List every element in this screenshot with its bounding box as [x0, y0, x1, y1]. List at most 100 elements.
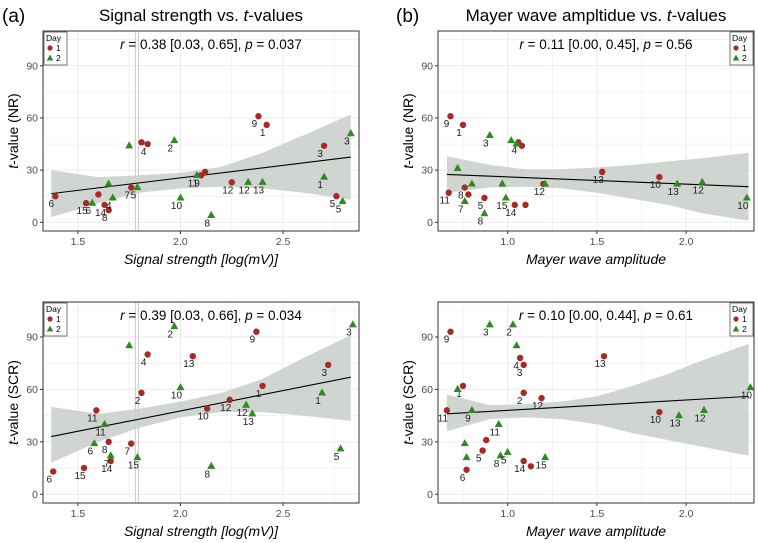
- point-label: 1: [315, 396, 321, 407]
- point-label: 8: [204, 469, 210, 480]
- y-tick-label: 90: [26, 60, 38, 72]
- point-day1: [333, 193, 340, 200]
- point-label: 4: [141, 147, 147, 158]
- point-day1: [128, 184, 135, 191]
- x-axis-title: Signal strength [log(mV)]: [124, 251, 279, 267]
- point-day1: [599, 168, 606, 176]
- point-day1: [144, 351, 151, 358]
- point-day2: [453, 384, 462, 392]
- point-label: 11: [440, 196, 451, 207]
- point-day1: [95, 191, 102, 198]
- point-day2: [320, 172, 329, 180]
- confidence-band: [51, 114, 351, 218]
- point-label: 10: [171, 201, 183, 212]
- point-day2: [318, 388, 327, 396]
- point-label: 5: [476, 454, 482, 465]
- y-tick-label: 0: [427, 489, 433, 501]
- point-label: 12: [239, 185, 251, 196]
- point-day1: [516, 354, 524, 362]
- point-label: 2: [517, 396, 523, 407]
- point-day1: [459, 382, 467, 390]
- point-day1: [600, 352, 608, 360]
- point-label: 10: [737, 201, 749, 212]
- regression-line: [446, 395, 749, 415]
- point-label: 11: [490, 427, 501, 438]
- confidence-band: [446, 152, 749, 221]
- point-label: 5: [330, 199, 336, 210]
- point-day2: [346, 129, 355, 137]
- point-day1: [93, 407, 100, 414]
- point-day2: [242, 400, 251, 408]
- point-day2: [100, 419, 109, 427]
- point-day1: [656, 173, 663, 181]
- x-tick-label: 2.0: [173, 236, 188, 248]
- point-label: 13: [669, 419, 681, 430]
- legend-label: 2: [742, 53, 747, 63]
- y-tick-label: 30: [421, 436, 433, 448]
- point-label: 14: [95, 208, 107, 219]
- legend-label: 1: [56, 314, 61, 324]
- x-axis-title: Signal strength [log(mV)]: [124, 523, 279, 539]
- point-day2: [248, 409, 257, 417]
- point-label: 5: [501, 455, 507, 466]
- point-day2: [496, 451, 505, 459]
- point-label: 15: [496, 201, 508, 212]
- point-day2: [498, 179, 507, 187]
- point-day1: [463, 466, 470, 473]
- y-axis-title: t-value (NR): [5, 93, 21, 168]
- point-day1: [263, 121, 270, 129]
- y-tick-label: 30: [26, 165, 38, 177]
- point-day1: [189, 352, 196, 360]
- point-day2: [501, 193, 510, 201]
- x-tick-label: 2.5: [276, 508, 291, 520]
- point-label: 9: [252, 119, 258, 130]
- point-label: 8: [204, 218, 210, 229]
- point-day1: [538, 394, 545, 402]
- point-label: 3: [483, 328, 489, 339]
- point-day2: [348, 320, 357, 328]
- point-label: 1: [456, 128, 462, 139]
- x-tick-label: 1.5: [590, 508, 605, 520]
- legend-marker-day1: [47, 45, 53, 51]
- point-day2: [170, 136, 179, 144]
- point-label: 15: [74, 471, 86, 482]
- point-day2: [460, 439, 469, 447]
- point-day2: [541, 453, 550, 461]
- point-day2: [170, 321, 179, 330]
- point-label: 6: [49, 199, 55, 210]
- point-day1: [320, 142, 328, 149]
- point-label: 8: [102, 445, 108, 456]
- legend-marker-day1: [733, 45, 739, 51]
- point-label: 11: [95, 427, 106, 438]
- point-label: 12: [534, 187, 546, 198]
- point-day1: [52, 193, 59, 200]
- point-label: 13: [668, 187, 680, 198]
- point-day2: [503, 447, 512, 455]
- confidence-band: [446, 343, 749, 456]
- point-day1: [520, 361, 527, 369]
- point-label: 4: [141, 357, 147, 368]
- point-label: 10: [741, 391, 753, 402]
- point-label: 13: [593, 175, 605, 186]
- point-label: 1: [256, 389, 262, 400]
- point-label: 5: [478, 201, 484, 212]
- point-day2: [460, 196, 469, 205]
- point-day1: [82, 199, 90, 207]
- point-day2: [104, 179, 113, 187]
- legend-marker-day1: [733, 316, 739, 322]
- point-label: 13: [183, 359, 195, 370]
- y-tick-label: 90: [26, 331, 38, 343]
- point-day2: [467, 405, 476, 413]
- point-label: 8: [478, 217, 484, 228]
- point-day2: [453, 163, 462, 171]
- point-day2: [494, 419, 503, 427]
- point-label: 1: [456, 389, 462, 400]
- point-day1: [255, 113, 262, 120]
- point-label: 12: [532, 401, 544, 412]
- point-day2: [244, 177, 253, 185]
- stat-text: r = 0.11 [0.00, 0.45], p = 0.56: [519, 37, 692, 52]
- point-label: 1: [317, 180, 323, 191]
- legend-marker-day2: [732, 325, 740, 332]
- point-label: 14: [505, 208, 517, 219]
